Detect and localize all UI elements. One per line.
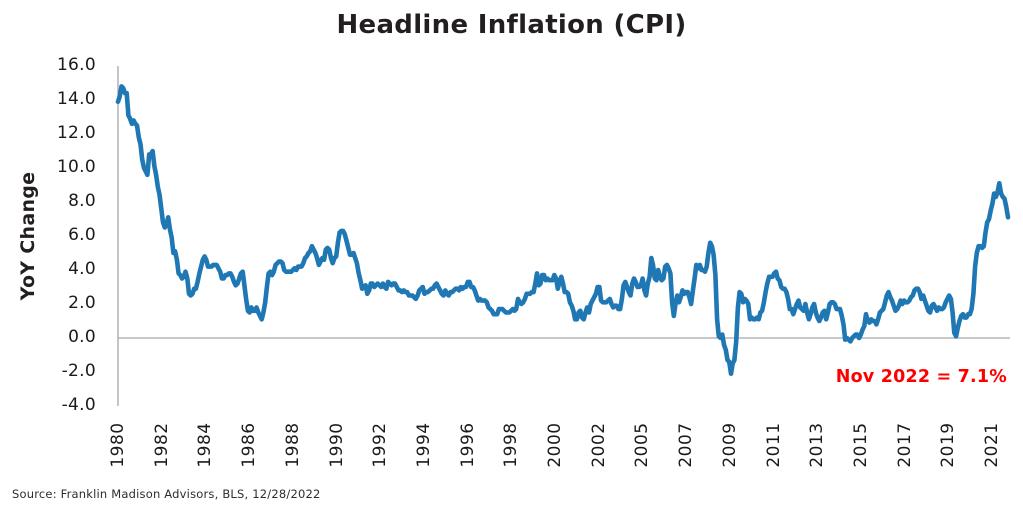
x-tick-label: 2000 <box>545 422 565 468</box>
y-tick-label: 0.0 <box>68 327 96 347</box>
x-tick-label: 1996 <box>457 422 478 468</box>
x-tick-label: 1992 <box>370 422 391 468</box>
x-tick-label: 2015 <box>850 422 871 468</box>
x-tick-label: 1982 <box>151 422 172 468</box>
x-tick-label: 1986 <box>239 422 260 468</box>
y-tick-label: -4.0 <box>61 395 96 415</box>
chart-title: Headline Inflation (CPI) <box>336 10 687 40</box>
y-tick-label: 12.0 <box>56 123 96 143</box>
x-tick-label: 1994 <box>413 422 434 468</box>
source-note: Source: Franklin Madison Advisors, BLS, … <box>12 487 321 501</box>
y-tick-label: -2.0 <box>61 361 96 381</box>
y-tick-label: 14.0 <box>56 89 96 109</box>
x-tick-label: 2011 <box>763 422 784 468</box>
y-tick-label: 2.0 <box>68 293 96 313</box>
x-tick-label: 1990 <box>326 422 347 468</box>
y-tick-label: 6.0 <box>68 225 96 245</box>
x-tick-label: 2021 <box>982 422 1002 468</box>
x-tick-label: 1980 <box>108 422 128 468</box>
x-tick-label: 2005 <box>632 422 653 468</box>
y-tick-label: 10.0 <box>56 157 96 177</box>
x-tick-label: 1988 <box>282 422 303 468</box>
y-tick-label: 16.0 <box>56 55 96 75</box>
x-tick-label: 2017 <box>894 422 915 468</box>
x-tick-label: 2019 <box>938 422 959 468</box>
x-tick-label: 2013 <box>807 422 828 468</box>
x-tick-label: 1984 <box>195 422 216 468</box>
y-tick-label: 4.0 <box>68 259 96 279</box>
nov-2022-annotation: Nov 2022 = 7.1% <box>835 367 1007 387</box>
x-tick-label: 2002 <box>588 422 609 468</box>
x-tick-label: 2009 <box>719 422 740 468</box>
cpi-yoy-line <box>115 84 1011 377</box>
x-tick-label: 1998 <box>501 422 522 468</box>
y-tick-label: 8.0 <box>68 191 96 211</box>
x-tick-label: 2007 <box>676 422 697 468</box>
